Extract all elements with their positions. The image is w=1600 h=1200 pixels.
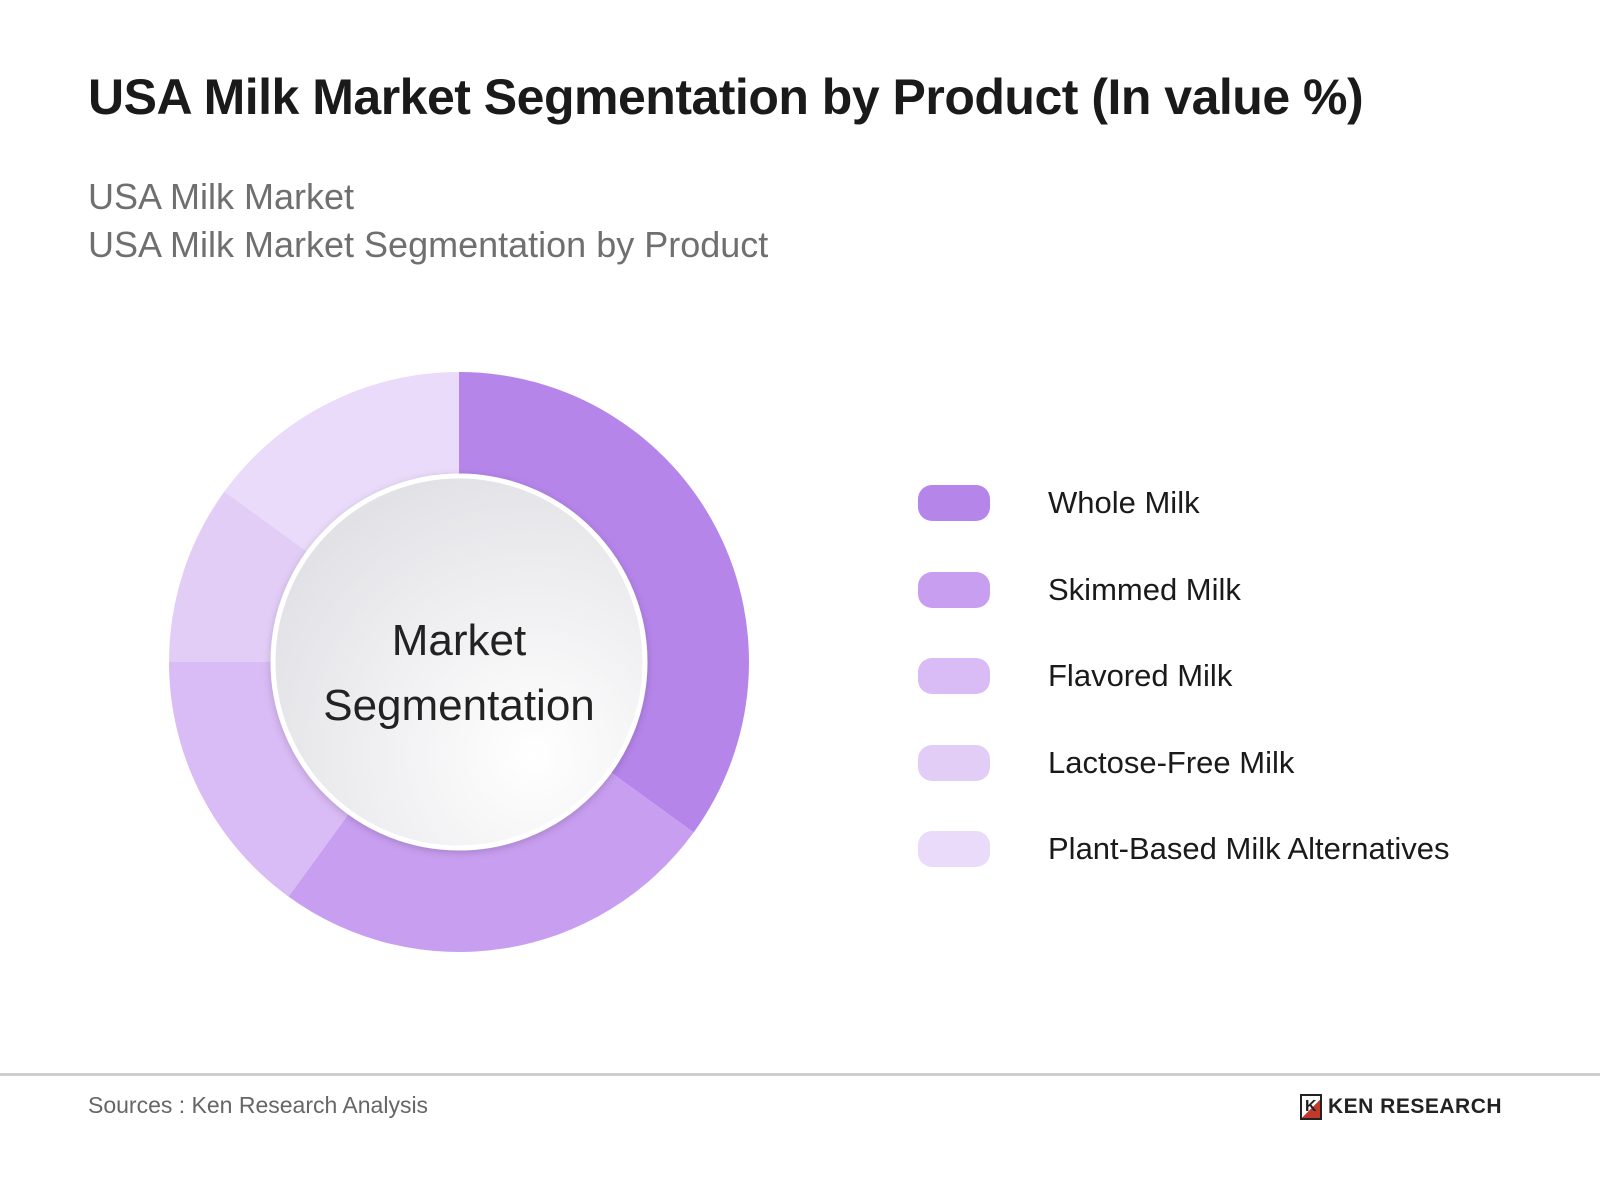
chart-title: USA Milk Market Segmentation by Product … (88, 69, 1364, 125)
center-label-2: Segmentation (323, 681, 595, 730)
center-label-1: Market (392, 616, 526, 665)
slice-plant-based-milk-alternatives (224, 372, 459, 563)
slice-whole-milk (459, 372, 749, 833)
footer-divider (0, 1073, 1600, 1076)
legend-swatch (918, 485, 990, 522)
source-note: Sources : Ken Research Analysis (88, 1092, 429, 1118)
slice-skimmed-milk (288, 761, 694, 952)
legend-swatch (918, 658, 990, 695)
chart-subtitle-1: USA Milk Market (88, 176, 355, 217)
legend-item: Lactose-Free Milk (918, 720, 1449, 807)
donut-center (270, 473, 648, 851)
legend-label: Flavored Milk (1048, 658, 1233, 694)
chart-subtitle-2: USA Milk Market Segmentation by Product (88, 224, 769, 265)
legend-swatch (918, 571, 990, 608)
legend-item: Whole Milk (918, 460, 1449, 547)
legend-swatch (918, 831, 990, 868)
logo-mark: K (1300, 1094, 1322, 1120)
legend-item: Plant-Based Milk Alternatives (918, 806, 1449, 893)
legend-swatch (918, 744, 990, 781)
ken-research-logo: K KEN RESEARCH (1300, 1094, 1502, 1120)
legend-label: Whole Milk (1048, 485, 1200, 521)
logo-text: KEN RESEARCH (1328, 1095, 1503, 1118)
slice-flavored-milk (169, 662, 360, 897)
legend-label: Lactose-Free Milk (1048, 744, 1295, 780)
legend-item: Flavored Milk (918, 633, 1449, 720)
legend: Whole Milk Skimmed Milk Flavored Milk Lacto… (918, 460, 1449, 893)
legend-label: Plant-Based Milk Alternatives (1048, 831, 1450, 867)
legend-item: Skimmed Milk (918, 547, 1449, 634)
legend-label: Skimmed Milk (1048, 571, 1241, 607)
